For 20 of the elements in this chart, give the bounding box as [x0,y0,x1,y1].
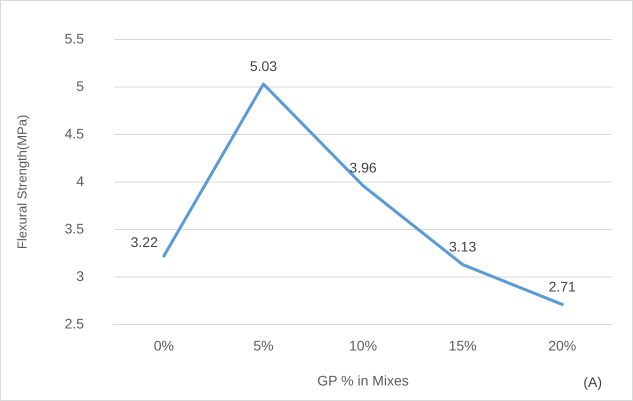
x-axis-title: GP % in Mixes [317,372,409,388]
y-tick-label: 4 [76,172,84,189]
y-tick-label: 2.5 [64,315,84,332]
x-tick-label: 5% [253,338,274,354]
y-tick-label: 4.5 [64,125,84,142]
y-tick-label: 3 [76,268,84,284]
data-label: 2.71 [548,278,576,294]
data-label: 3.13 [448,238,476,254]
x-tick-label: 15% [448,338,477,354]
text: (A) [583,374,602,390]
y-tick-label: 5.5 [64,30,84,46]
x-tick-label: 0% [154,338,174,354]
data-label: 3.96 [349,160,377,176]
y-axis-title: Flexural Strength(MPa) [14,114,30,250]
y-tick-label: 3.5 [64,220,84,236]
x-tick-label: 20% [548,338,576,354]
y-tick-label: 5 [76,78,84,94]
data-label: 5.03 [250,58,278,74]
x-tick-label: 10% [349,338,378,354]
data-label: 3.22 [130,234,158,250]
